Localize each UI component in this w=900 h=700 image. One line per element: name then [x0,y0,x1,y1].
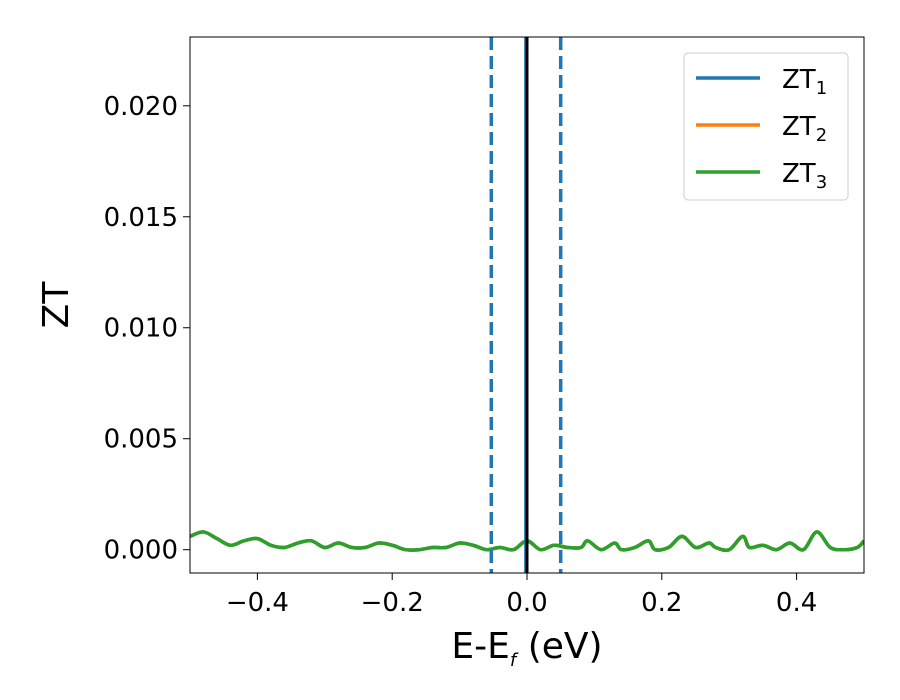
y-tick-label: 0.005 [104,425,178,455]
plot-area [190,37,864,573]
x-tick-label: 0.0 [506,588,547,618]
x-tick-label: 0.4 [776,588,817,618]
x-tick-label: 0.2 [641,588,682,618]
y-tick-label: 0.010 [104,314,178,344]
x-axis-title: E-Ef (eV) [451,626,602,671]
x-tick-label: −0.2 [361,588,424,618]
y-tick-label: 0.000 [104,536,178,566]
plot-clip-group [190,37,864,573]
x-axis-title-unit: (eV) [516,626,602,667]
y-tick-label: 0.015 [104,203,178,233]
legend-label: ZT2 [782,112,827,146]
legend: ZT1 ZT2 ZT3 [683,52,849,201]
legend-label: ZT3 [782,159,827,193]
y-axis: 0.000 0.005 0.010 0.015 0.020 [104,92,190,566]
y-axis-title: ZT [36,281,77,329]
y-tick-label: 0.020 [104,92,178,122]
x-axis-title-main: E-E [451,626,509,667]
x-axis: −0.4 −0.2 0.0 0.2 0.4 [226,573,817,618]
series-line-3 [190,530,864,553]
x-axis-title-sub: f [510,650,519,671]
x-tick-label: −0.4 [226,588,289,618]
legend-label: ZT1 [782,65,827,99]
legend-box [683,52,849,201]
